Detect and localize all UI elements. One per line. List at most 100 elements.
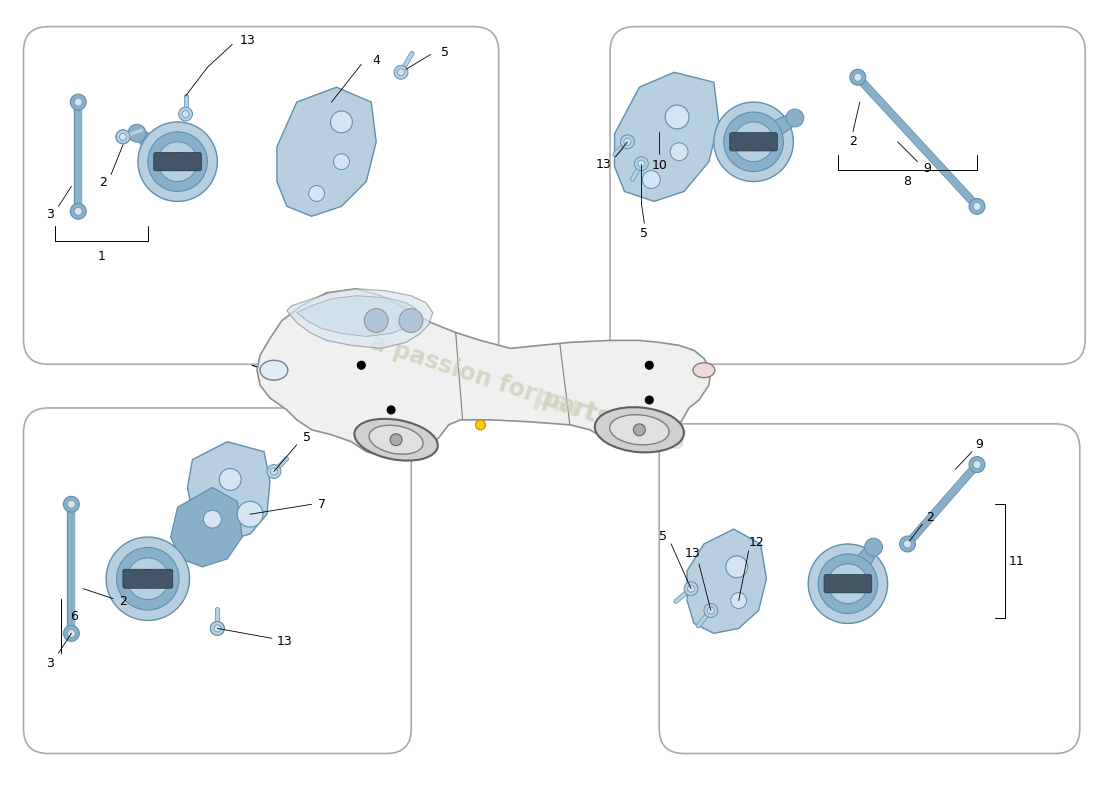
- Circle shape: [390, 434, 402, 446]
- Text: 5: 5: [441, 46, 449, 59]
- Circle shape: [746, 134, 761, 150]
- Circle shape: [854, 74, 861, 82]
- Circle shape: [67, 500, 75, 508]
- Text: 4: 4: [372, 54, 381, 67]
- Text: 1: 1: [97, 250, 106, 262]
- Circle shape: [126, 558, 168, 600]
- Circle shape: [714, 102, 793, 182]
- Circle shape: [840, 576, 856, 592]
- Text: 2: 2: [99, 176, 107, 189]
- Circle shape: [394, 66, 408, 79]
- Ellipse shape: [844, 542, 878, 588]
- Text: 13: 13: [239, 34, 255, 47]
- Circle shape: [688, 586, 694, 592]
- Circle shape: [219, 469, 241, 490]
- Text: 5: 5: [302, 431, 310, 444]
- Circle shape: [646, 362, 653, 370]
- Text: 6: 6: [70, 610, 78, 623]
- Circle shape: [333, 154, 350, 170]
- Text: 13: 13: [596, 158, 612, 171]
- Polygon shape: [170, 487, 242, 567]
- Circle shape: [238, 502, 263, 527]
- Text: 2: 2: [849, 135, 857, 148]
- Circle shape: [734, 122, 773, 162]
- Circle shape: [399, 309, 422, 333]
- Ellipse shape: [595, 407, 684, 452]
- Circle shape: [204, 510, 221, 528]
- Circle shape: [969, 198, 984, 214]
- Circle shape: [818, 554, 878, 614]
- Circle shape: [969, 457, 984, 473]
- Polygon shape: [187, 442, 270, 541]
- Polygon shape: [277, 87, 376, 216]
- Circle shape: [850, 70, 866, 86]
- Ellipse shape: [693, 362, 715, 378]
- Circle shape: [724, 112, 783, 171]
- Circle shape: [900, 536, 915, 552]
- Ellipse shape: [132, 129, 183, 166]
- Circle shape: [64, 626, 79, 642]
- Circle shape: [624, 138, 631, 146]
- Circle shape: [70, 203, 86, 219]
- Circle shape: [116, 130, 130, 144]
- Circle shape: [70, 94, 86, 110]
- Text: 3: 3: [46, 657, 54, 670]
- Circle shape: [730, 593, 747, 609]
- Ellipse shape: [609, 414, 669, 445]
- Text: 10: 10: [651, 159, 668, 172]
- Circle shape: [267, 465, 280, 478]
- Text: 9: 9: [975, 438, 983, 451]
- Text: a passion for parts: a passion for parts: [367, 330, 614, 430]
- Text: 5: 5: [640, 226, 648, 240]
- Circle shape: [865, 538, 882, 556]
- Circle shape: [638, 160, 645, 167]
- Ellipse shape: [749, 114, 800, 146]
- Ellipse shape: [354, 419, 438, 461]
- Polygon shape: [297, 296, 417, 337]
- Circle shape: [183, 110, 189, 118]
- Polygon shape: [287, 289, 432, 348]
- Circle shape: [670, 142, 688, 161]
- Circle shape: [704, 603, 718, 618]
- Circle shape: [157, 142, 198, 182]
- Polygon shape: [615, 72, 718, 202]
- Text: parts1985: parts1985: [529, 382, 690, 458]
- Polygon shape: [257, 289, 711, 457]
- Circle shape: [620, 135, 635, 149]
- Circle shape: [67, 630, 75, 638]
- Circle shape: [828, 564, 868, 603]
- Circle shape: [64, 496, 79, 512]
- FancyBboxPatch shape: [123, 570, 173, 588]
- Circle shape: [116, 130, 130, 144]
- Circle shape: [634, 424, 646, 436]
- FancyBboxPatch shape: [610, 26, 1086, 364]
- Circle shape: [169, 154, 186, 170]
- Circle shape: [330, 111, 352, 133]
- Text: 12: 12: [749, 537, 764, 550]
- Circle shape: [210, 622, 224, 635]
- Circle shape: [646, 396, 653, 404]
- Circle shape: [138, 122, 218, 202]
- Circle shape: [785, 109, 804, 127]
- Circle shape: [213, 625, 221, 632]
- Circle shape: [75, 207, 82, 215]
- Text: 7: 7: [318, 498, 326, 510]
- Circle shape: [120, 134, 127, 140]
- Circle shape: [169, 153, 186, 170]
- Circle shape: [120, 134, 127, 140]
- FancyBboxPatch shape: [23, 408, 411, 754]
- Text: 8: 8: [903, 175, 912, 188]
- Ellipse shape: [260, 360, 288, 380]
- Text: 3: 3: [46, 208, 54, 221]
- FancyBboxPatch shape: [154, 153, 201, 171]
- Circle shape: [387, 406, 395, 414]
- Text: 11: 11: [1009, 555, 1024, 568]
- FancyBboxPatch shape: [659, 424, 1080, 754]
- Circle shape: [974, 461, 981, 469]
- Circle shape: [117, 547, 179, 610]
- Circle shape: [397, 69, 405, 76]
- Circle shape: [364, 309, 388, 333]
- FancyBboxPatch shape: [824, 574, 871, 593]
- Circle shape: [726, 556, 748, 578]
- Text: 2: 2: [926, 510, 934, 524]
